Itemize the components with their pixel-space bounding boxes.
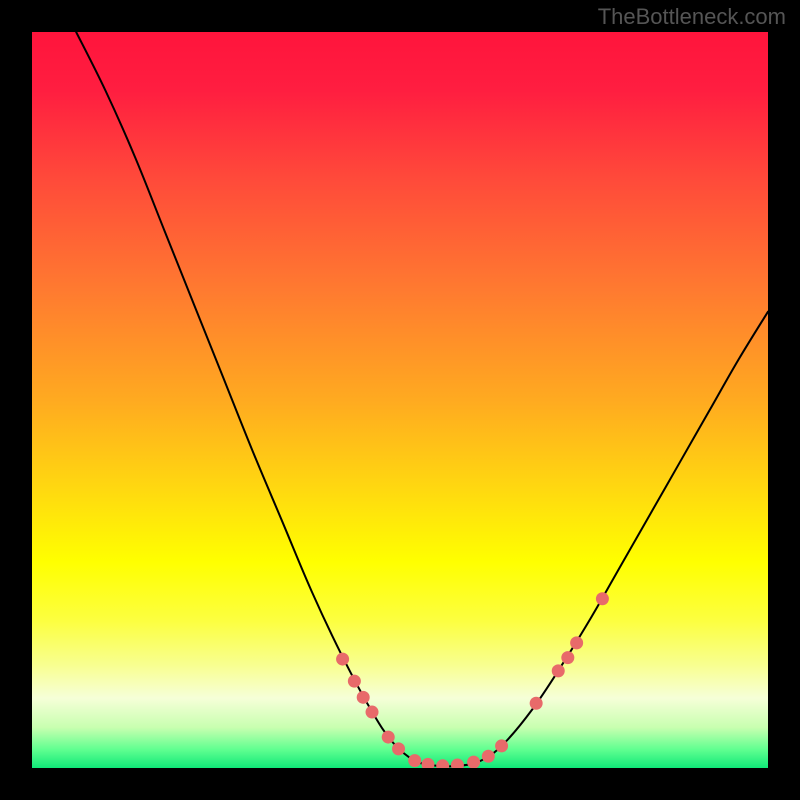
data-marker: [552, 664, 565, 677]
data-marker: [596, 592, 609, 605]
data-marker: [366, 706, 379, 719]
data-marker: [561, 651, 574, 664]
data-marker: [357, 691, 370, 704]
gradient-background: [32, 32, 768, 768]
watermark-label: TheBottleneck.com: [598, 4, 786, 30]
data-marker: [530, 697, 543, 710]
data-marker: [408, 754, 421, 767]
data-marker: [348, 675, 361, 688]
data-marker: [570, 636, 583, 649]
data-marker: [382, 731, 395, 744]
data-marker: [482, 750, 495, 763]
data-marker: [392, 742, 405, 755]
data-marker: [336, 653, 349, 666]
plot-area: [32, 32, 768, 768]
plot-svg: [32, 32, 768, 768]
data-marker: [467, 756, 480, 768]
data-marker: [495, 739, 508, 752]
